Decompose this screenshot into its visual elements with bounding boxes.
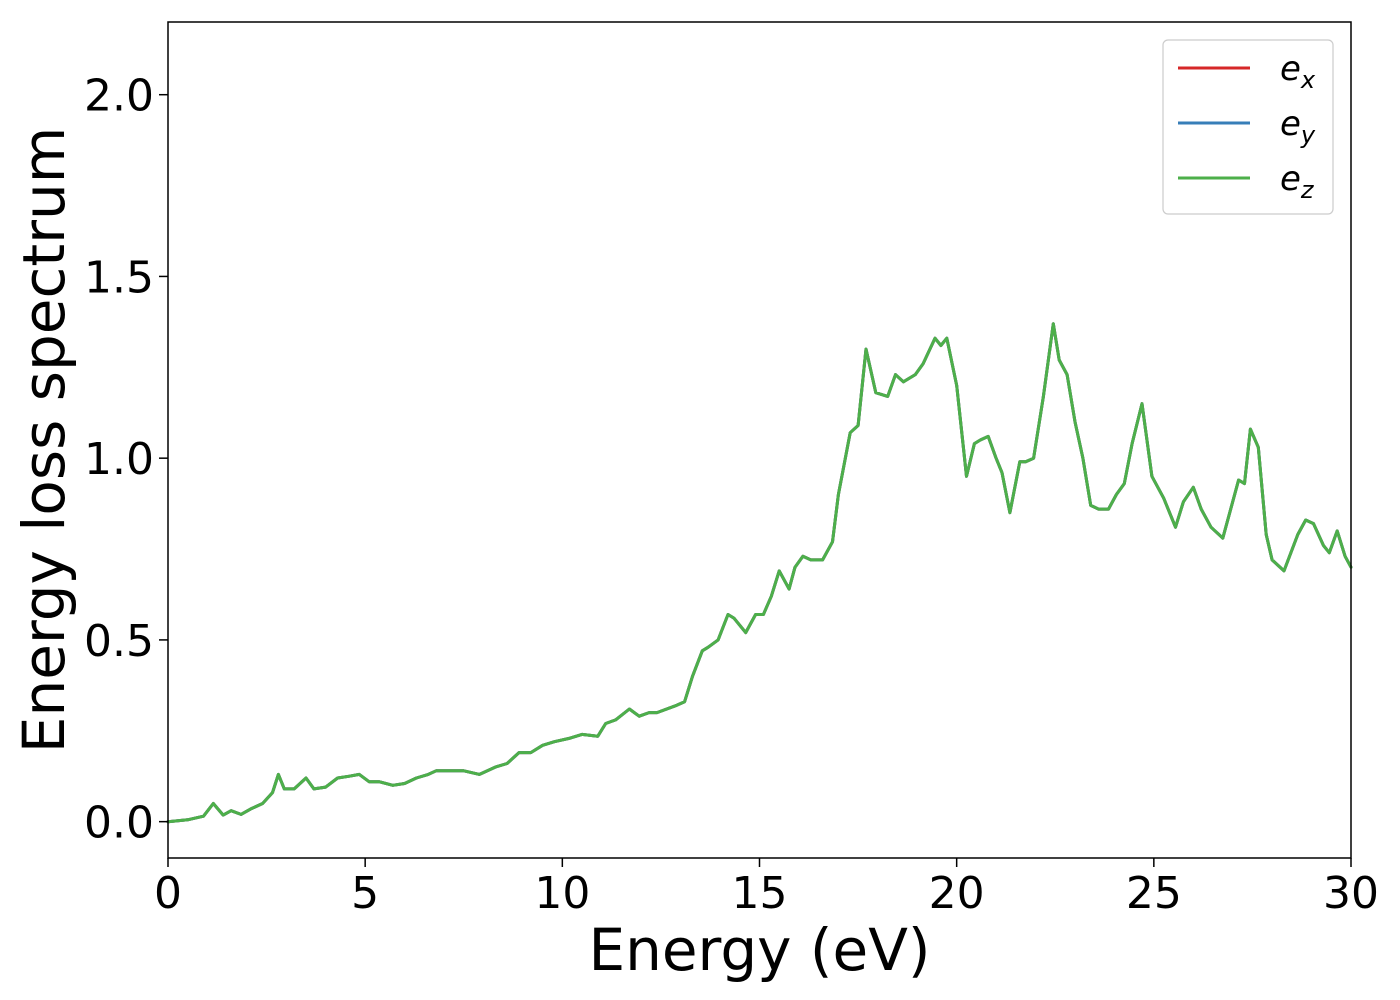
- y-axis-ticks: 0.0 0.5 1.0 1.5 2.0: [84, 71, 168, 849]
- x-tick-label: 25: [1126, 868, 1182, 919]
- y-tick-label: 0.0: [84, 798, 154, 849]
- y-tick-label: 0.5: [84, 616, 154, 667]
- x-tick-label: 15: [732, 868, 788, 919]
- series-group: [166, 322, 1353, 824]
- x-axis-ticks: 0 5 10 15 20 25 30: [154, 858, 1379, 919]
- x-tick-label: 30: [1323, 868, 1379, 919]
- y-axis-label: Energy loss spectrum: [10, 127, 78, 753]
- y-tick-label: 1.0: [84, 434, 154, 485]
- legend-label-base: e: [1280, 104, 1301, 144]
- x-tick-label: 5: [351, 868, 379, 919]
- legend-box: [1162, 39, 1334, 215]
- x-tick-label: 20: [929, 868, 985, 919]
- series-line-x: [166, 322, 1353, 824]
- legend-label-subscript: x: [1300, 66, 1316, 94]
- series-line-y: [166, 322, 1353, 824]
- x-tick-label: 10: [534, 868, 590, 919]
- series-line-z: [166, 322, 1353, 824]
- legend-label-base: e: [1280, 49, 1301, 89]
- x-tick-label: 0: [154, 868, 182, 919]
- legend-label-x: ex: [1280, 49, 1316, 94]
- legend-label-subscript: y: [1300, 121, 1316, 149]
- legend-label-y: ey: [1280, 104, 1316, 149]
- legend-label-z: ez: [1280, 159, 1315, 204]
- y-tick-label: 1.5: [84, 252, 154, 303]
- x-axis-label: Energy (eV): [588, 916, 930, 984]
- legend-label-subscript: z: [1300, 176, 1315, 204]
- y-tick-label: 2.0: [84, 71, 154, 122]
- legend-label-base: e: [1280, 159, 1301, 199]
